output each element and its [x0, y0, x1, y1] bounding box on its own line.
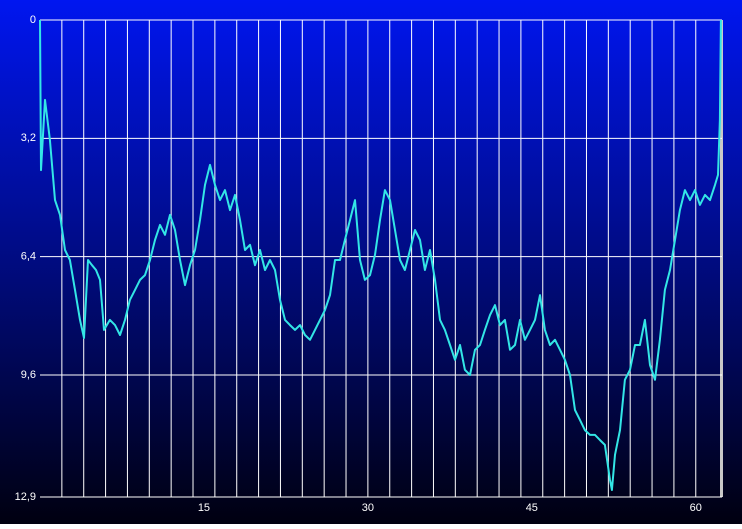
- y-tick-label: 9,6: [21, 369, 36, 381]
- depth-line: [39, 19, 722, 491]
- end-bar: [720, 20, 723, 497]
- y-tick-label: 12,9: [15, 491, 36, 503]
- y-tick-label: 0: [30, 14, 36, 26]
- x-tick-label: 30: [362, 502, 374, 514]
- x-tick-label: 15: [198, 502, 210, 514]
- x-tick-label: 45: [526, 502, 538, 514]
- x-tick-label: 60: [690, 502, 702, 514]
- y-tick-label: 6,4: [21, 251, 36, 263]
- y-tick-label: 3,2: [21, 132, 36, 144]
